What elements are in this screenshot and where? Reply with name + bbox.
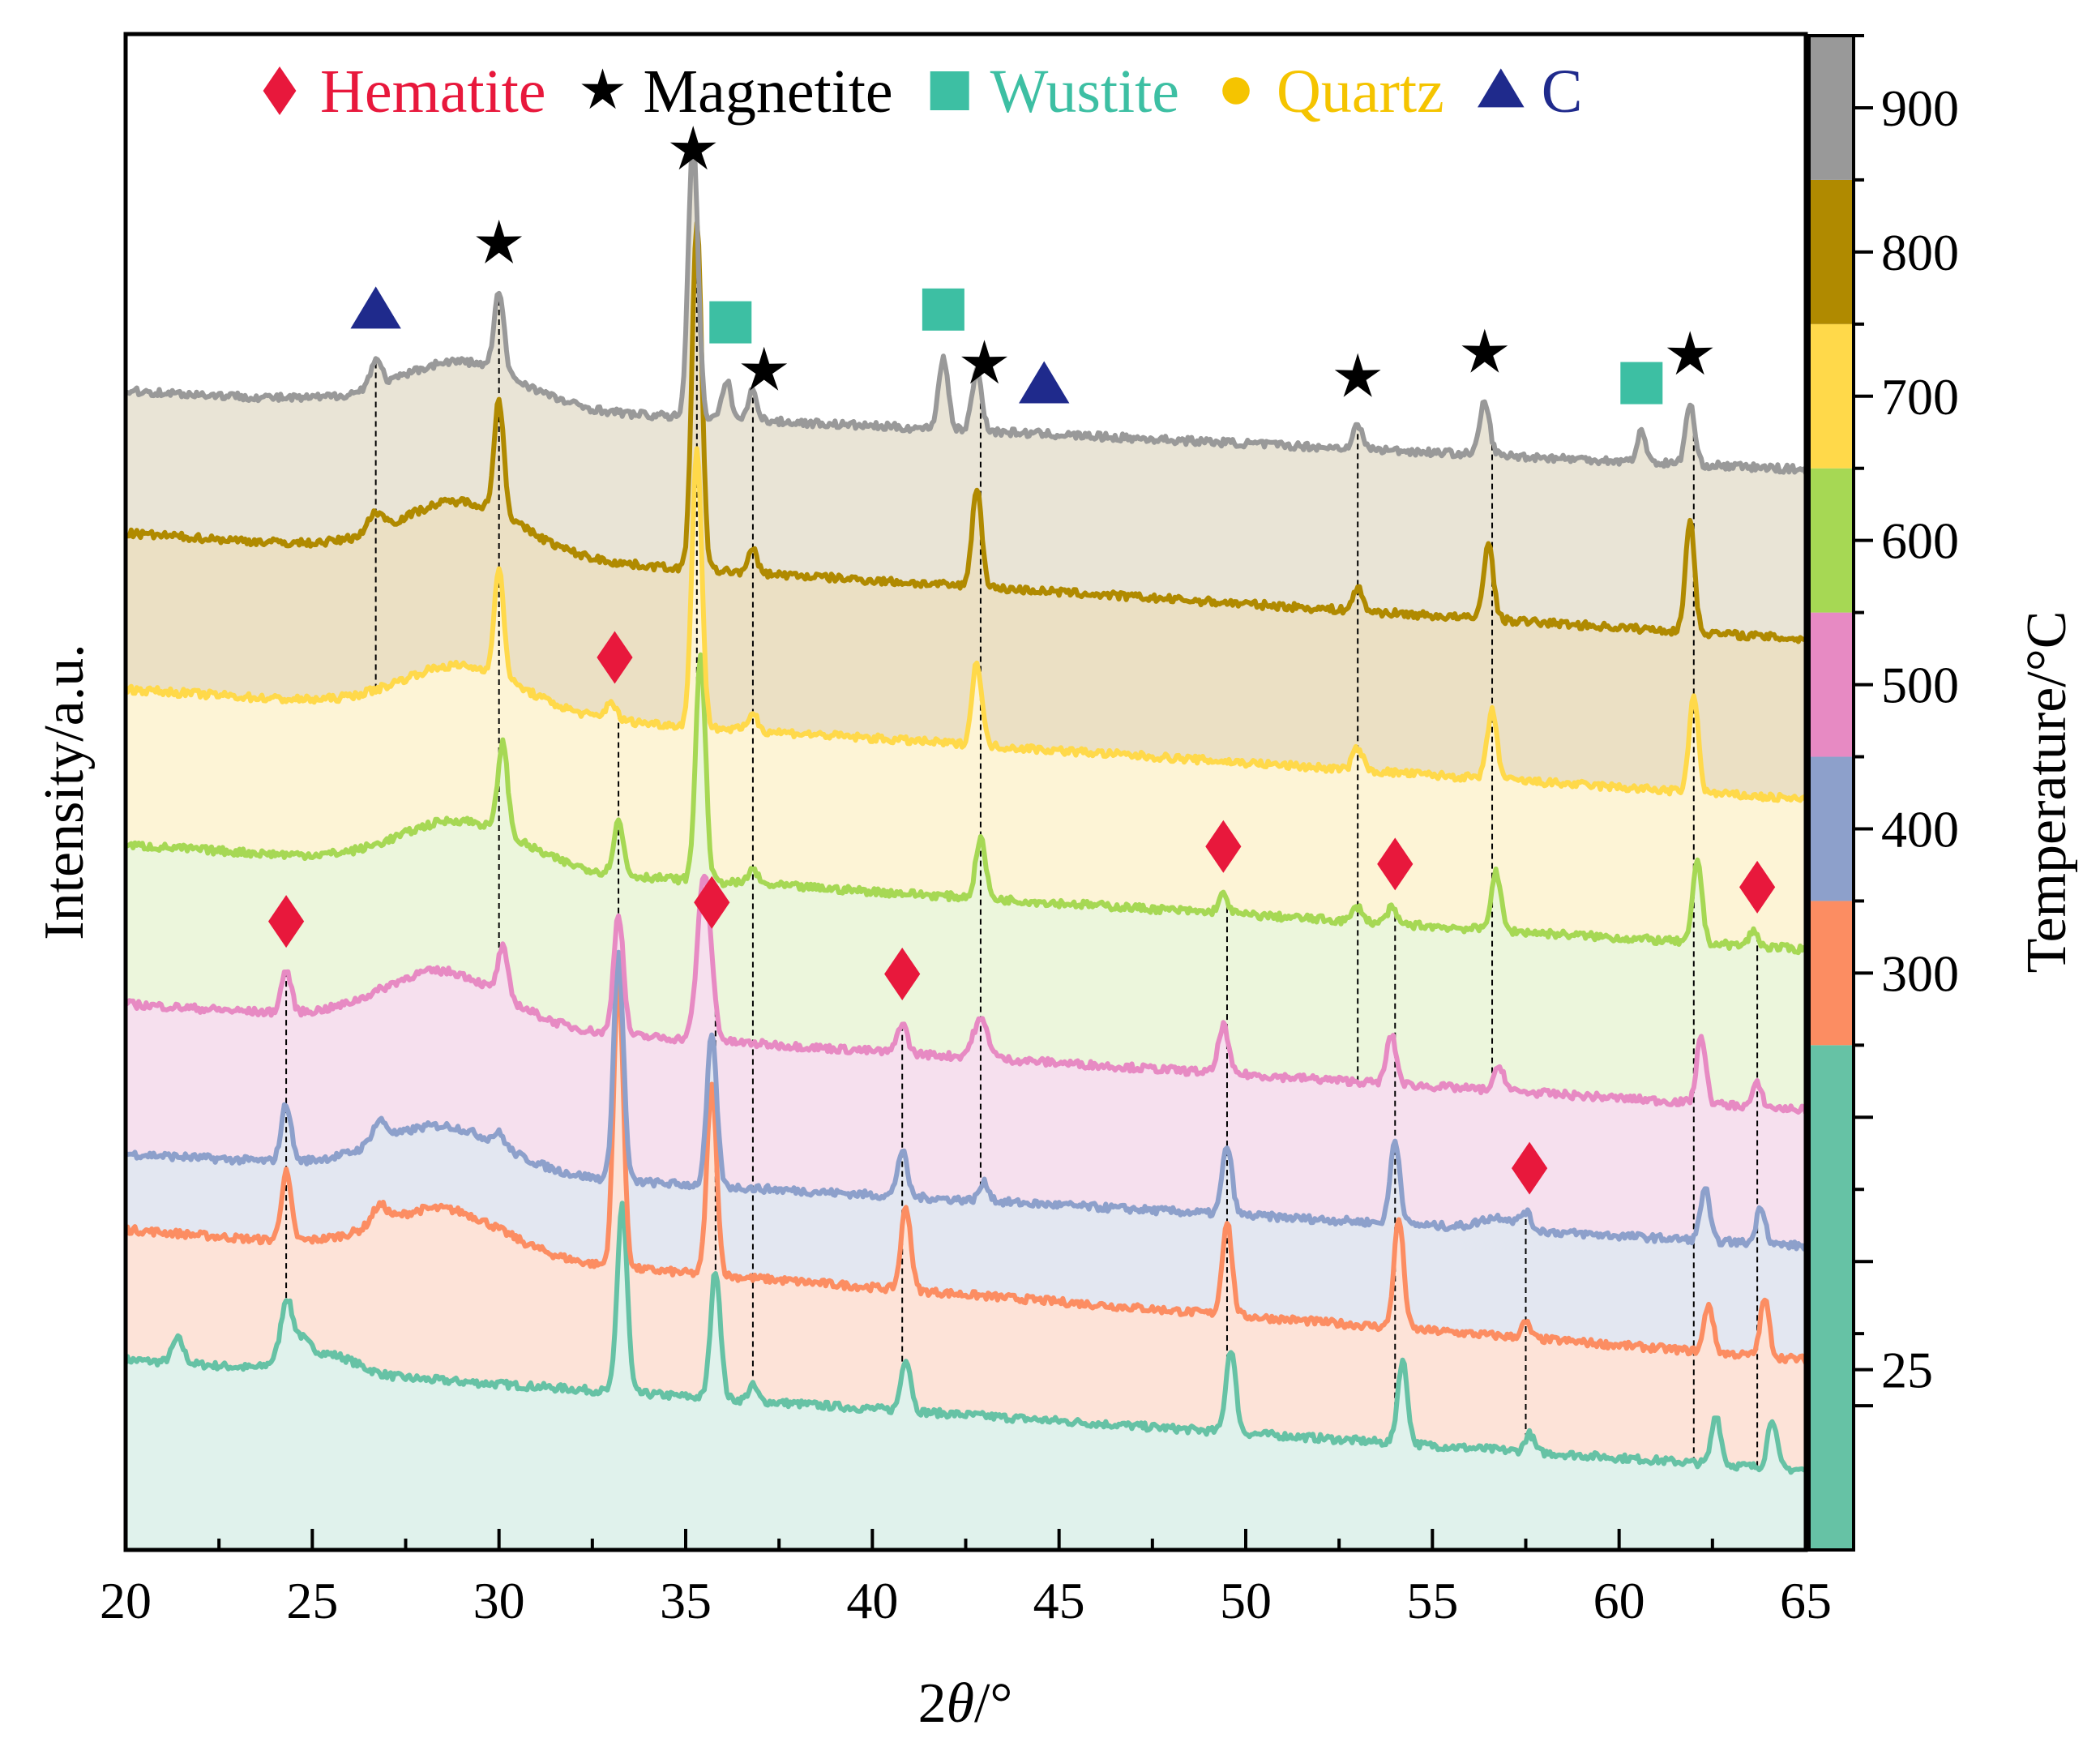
y-axis-title: Intensity/a.u. [33,644,96,940]
wustite-legend-icon [930,71,969,110]
colorbar-band [1809,180,1854,324]
magnetite-peak-marker [476,220,522,263]
colorbar-tick-label: 800 [1881,224,1959,281]
magnetite-legend-icon [581,68,624,109]
magnetite-peak-marker [1335,353,1381,397]
quartz-legend-icon [1222,77,1250,105]
colorbar-band [1809,901,1854,1045]
x-tick-label: 35 [660,1572,712,1629]
colorbar-tick-label: 400 [1881,800,1959,858]
colorbar-tick-label: 900 [1881,79,1959,137]
magnetite-peak-marker [961,340,1007,383]
x-tick-label: 50 [1220,1572,1272,1629]
colorbar-tick-label: 500 [1881,657,1959,714]
wustite-legend-label: Wustite [990,58,1179,126]
hematite-legend-label: Hematite [320,58,546,126]
x-tick-label: 60 [1593,1572,1645,1629]
colorbar-band [1809,36,1854,180]
x-tick-label: 65 [1780,1572,1832,1629]
colorbar-tick-label: 25 [1881,1342,1933,1399]
colorbar-band [1809,1045,1854,1550]
hematite-legend-icon [263,66,297,115]
c-peak-marker [350,286,400,328]
x-axis-title: 2θ/° [918,1672,1013,1735]
magnetite-peak-marker [1667,331,1713,375]
wustite-peak-marker [922,289,964,331]
x-tick-label: 30 [473,1572,525,1629]
legend: Hematite Magnetite Wustite Quartz C [263,58,1583,126]
magnetite-legend-label: Magnetite [644,58,893,126]
c-peak-marker [1019,362,1069,404]
colorbar-tick-label: 700 [1881,368,1959,426]
c-legend-label: C [1542,58,1583,126]
colorbar-band [1809,324,1854,469]
colorbar-band [1809,469,1854,613]
x-tick-label: 25 [286,1572,338,1629]
wustite-peak-marker [1620,362,1662,405]
colorbar-tick-label: 600 [1881,512,1959,570]
magnetite-peak-marker [741,347,787,391]
colorbar: 25 300 400 500 600 700 800 900 [1809,36,1959,1550]
colorbar-band [1809,757,1854,901]
colorbar-band [1809,613,1854,757]
x-tick-label: 55 [1406,1572,1458,1629]
x-tick-label: 20 [100,1572,152,1629]
x-tick-label: 40 [846,1572,898,1629]
magnetite-peak-marker [1461,329,1508,373]
colorbar-title: Temperature/°C [2016,611,2078,974]
xrd-chart: 20 25 30 35 40 45 50 55 60 65 25 300 400 500 600 700 80… [0,0,2100,1738]
x-tick-label: 45 [1033,1572,1085,1629]
c-legend-icon [1478,68,1525,107]
wustite-peak-marker [709,302,751,344]
colorbar-tick-label: 300 [1881,944,1959,1002]
quartz-legend-label: Quartz [1277,58,1444,126]
